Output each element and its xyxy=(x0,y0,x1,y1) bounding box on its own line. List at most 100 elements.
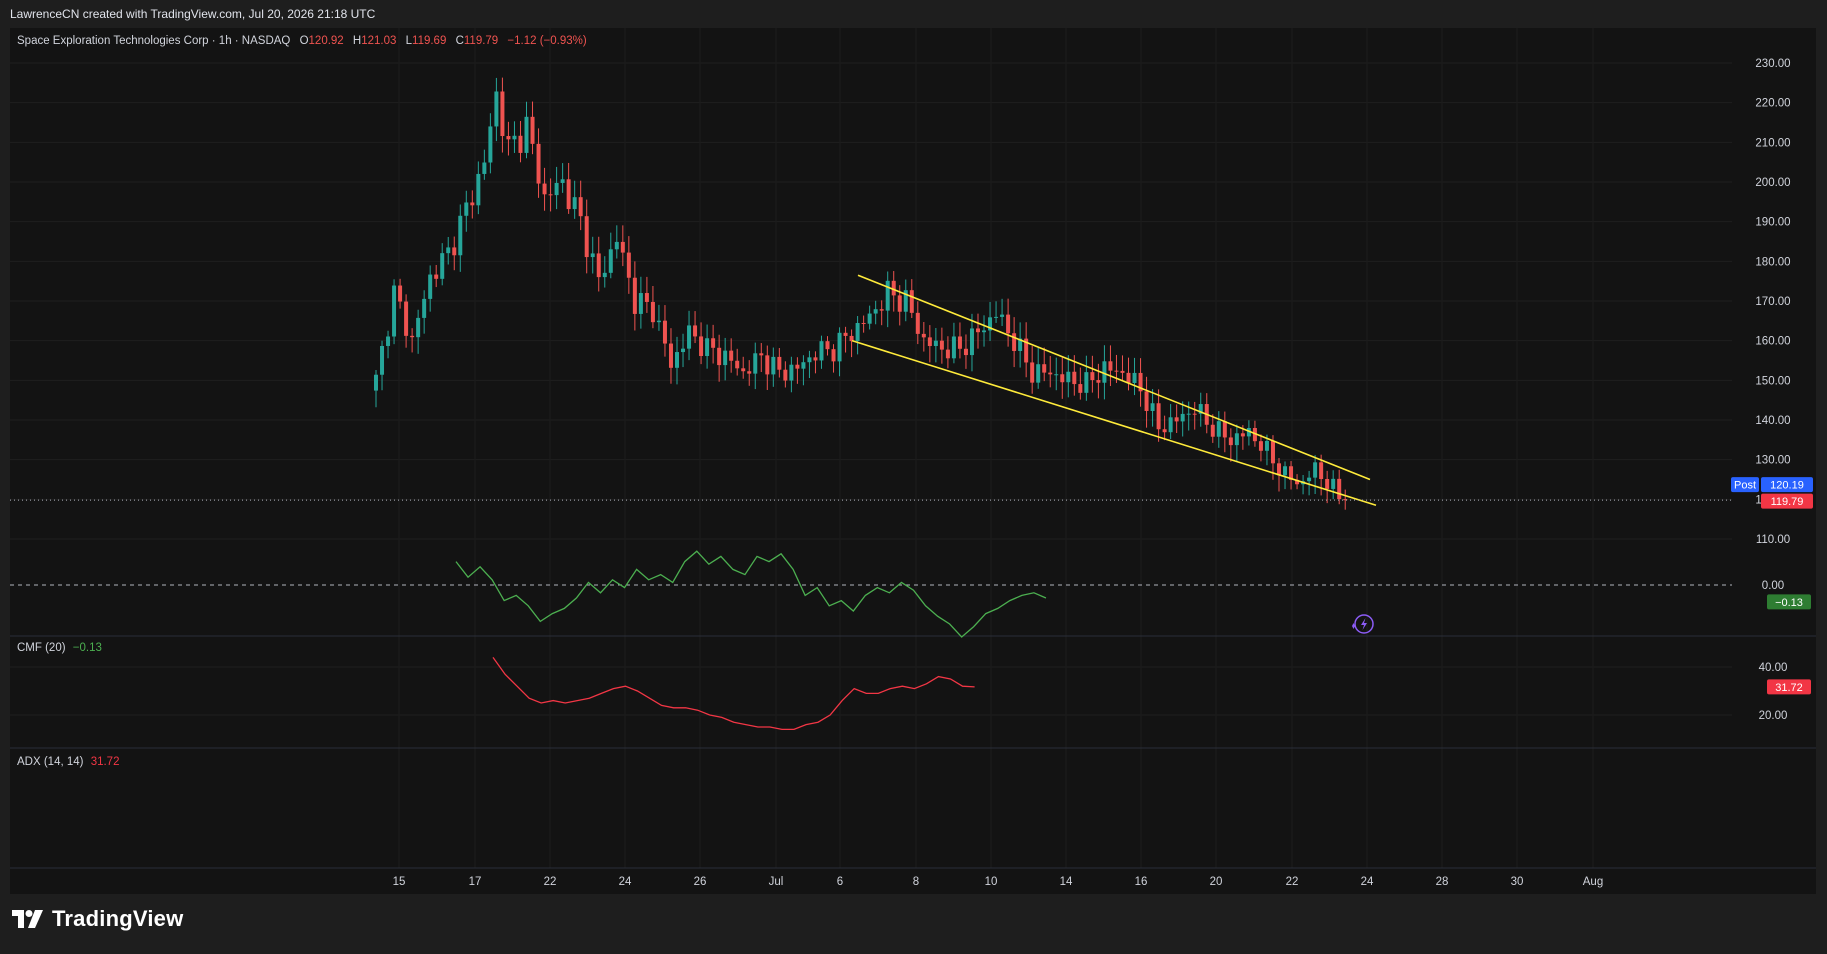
candle-body xyxy=(963,348,968,356)
candle-body xyxy=(1000,314,1005,317)
candle-body xyxy=(1132,372,1137,384)
candle-body xyxy=(1144,391,1149,411)
candle-body xyxy=(638,293,643,314)
adx-legend-value: 31.72 xyxy=(91,756,120,768)
time-tick-label: 26 xyxy=(694,876,707,888)
candle-body xyxy=(705,338,710,357)
grid xyxy=(10,28,1732,868)
candle-body xyxy=(891,280,896,296)
candle-body xyxy=(1114,370,1119,372)
candle-body xyxy=(747,371,752,374)
candle-body xyxy=(452,247,457,256)
candle-body xyxy=(1337,478,1342,500)
time-tick-label: 24 xyxy=(619,876,632,888)
candle-body xyxy=(656,320,661,323)
candle-body xyxy=(951,336,956,359)
candle-body xyxy=(1264,440,1269,451)
candle-body xyxy=(1054,374,1059,376)
chart-area[interactable]: Space Exploration Technologies Corp · 1h… xyxy=(10,28,1816,894)
candle-body xyxy=(536,143,541,184)
candle-body xyxy=(1066,371,1071,383)
candle-body xyxy=(843,332,848,336)
candle-body xyxy=(476,173,481,206)
price-tick-label: 230.00 xyxy=(1755,58,1790,70)
candle-body xyxy=(488,126,493,163)
candle-body xyxy=(530,116,535,144)
last-price-tag: 119.79 xyxy=(1761,493,1813,509)
candle-body xyxy=(831,349,836,362)
candle-body xyxy=(927,337,932,347)
cmf-legend[interactable]: CMF (20) −0.13 xyxy=(17,642,102,654)
main-legend[interactable]: Space Exploration Technologies Corp · 1h… xyxy=(17,35,587,47)
candle-body xyxy=(711,338,716,348)
candle-body xyxy=(687,325,692,349)
candle-body xyxy=(1162,429,1167,433)
candle-body xyxy=(1072,371,1077,385)
candle-body xyxy=(1150,403,1155,411)
adx-value-tag: 31.72 xyxy=(1767,679,1811,695)
candle-body xyxy=(500,91,505,137)
candle-body xyxy=(1283,466,1288,476)
time-axis[interactable]: 15 17 22 24 26 Jul 6 8 10 14 16 20 22 24 28 30 Aug xyxy=(393,876,1604,888)
time-tick-label: Aug xyxy=(1583,876,1603,888)
candle-body xyxy=(909,290,914,313)
tradingview-logo[interactable]: TradingView xyxy=(12,906,183,932)
candle-body xyxy=(1343,499,1348,501)
candle-body xyxy=(825,341,830,350)
lightning-icon[interactable] xyxy=(1352,614,1374,634)
legend-close-label: C xyxy=(456,35,464,47)
adx-legend[interactable]: ADX (14, 14) 31.72 xyxy=(17,756,119,768)
candle-body xyxy=(1060,374,1065,383)
candle-body xyxy=(807,357,812,363)
candle-body xyxy=(416,317,421,338)
price-axis[interactable]: 110.00120.00130.00140.00150.00160.00170.… xyxy=(1755,58,1790,722)
candle-body xyxy=(945,349,950,359)
candle-body xyxy=(897,295,902,312)
candle-body xyxy=(693,325,698,337)
candle-body xyxy=(741,368,746,372)
candle-body xyxy=(903,290,908,312)
candle-body xyxy=(1246,427,1251,437)
chart-svg[interactable]: Space Exploration Technologies Corp · 1h… xyxy=(10,28,1816,894)
candle-body xyxy=(879,309,884,311)
candle-body xyxy=(584,216,589,258)
candle-body xyxy=(1042,364,1047,373)
candle-body xyxy=(620,241,625,253)
price-tick-label: 140.00 xyxy=(1755,415,1790,427)
candle-body xyxy=(422,298,427,318)
candle-body xyxy=(873,309,878,314)
post-tag-value: 120.19 xyxy=(1770,480,1804,492)
legend-open-value: 120.92 xyxy=(309,35,344,47)
candle-body xyxy=(458,215,463,256)
candle-body xyxy=(885,280,890,311)
candle-body xyxy=(1234,433,1239,446)
candle-body xyxy=(1030,362,1035,383)
candle-body xyxy=(548,194,553,196)
adx-line[interactable] xyxy=(492,657,975,731)
candle-body xyxy=(1180,413,1185,422)
time-tick-label: 15 xyxy=(393,876,406,888)
candle-body xyxy=(735,360,740,369)
candle-body xyxy=(819,341,824,361)
price-tick-label: 180.00 xyxy=(1755,256,1790,268)
candle-body xyxy=(566,179,571,210)
candle-body xyxy=(398,285,403,302)
candle-body xyxy=(596,253,601,278)
candle-body xyxy=(1222,421,1227,438)
legend-symbol: Space Exploration Technologies Corp · 1h… xyxy=(17,35,290,47)
candle-body xyxy=(560,179,565,183)
trendlines-layer[interactable] xyxy=(851,274,1377,507)
candle-body xyxy=(386,336,391,346)
legend-open-label: O xyxy=(300,35,309,47)
cmf-line[interactable] xyxy=(455,550,1047,638)
price-tick-label: 190.00 xyxy=(1755,217,1790,229)
candle-body xyxy=(482,162,487,174)
candle-body xyxy=(783,369,788,381)
candle-body xyxy=(632,277,637,314)
candle-body xyxy=(1240,433,1245,437)
candle-body xyxy=(434,274,439,279)
candle-body xyxy=(1108,361,1113,371)
legend-close-value: 119.79 xyxy=(464,35,498,47)
candle-body xyxy=(1078,384,1083,393)
time-tick-label: 30 xyxy=(1511,876,1524,888)
